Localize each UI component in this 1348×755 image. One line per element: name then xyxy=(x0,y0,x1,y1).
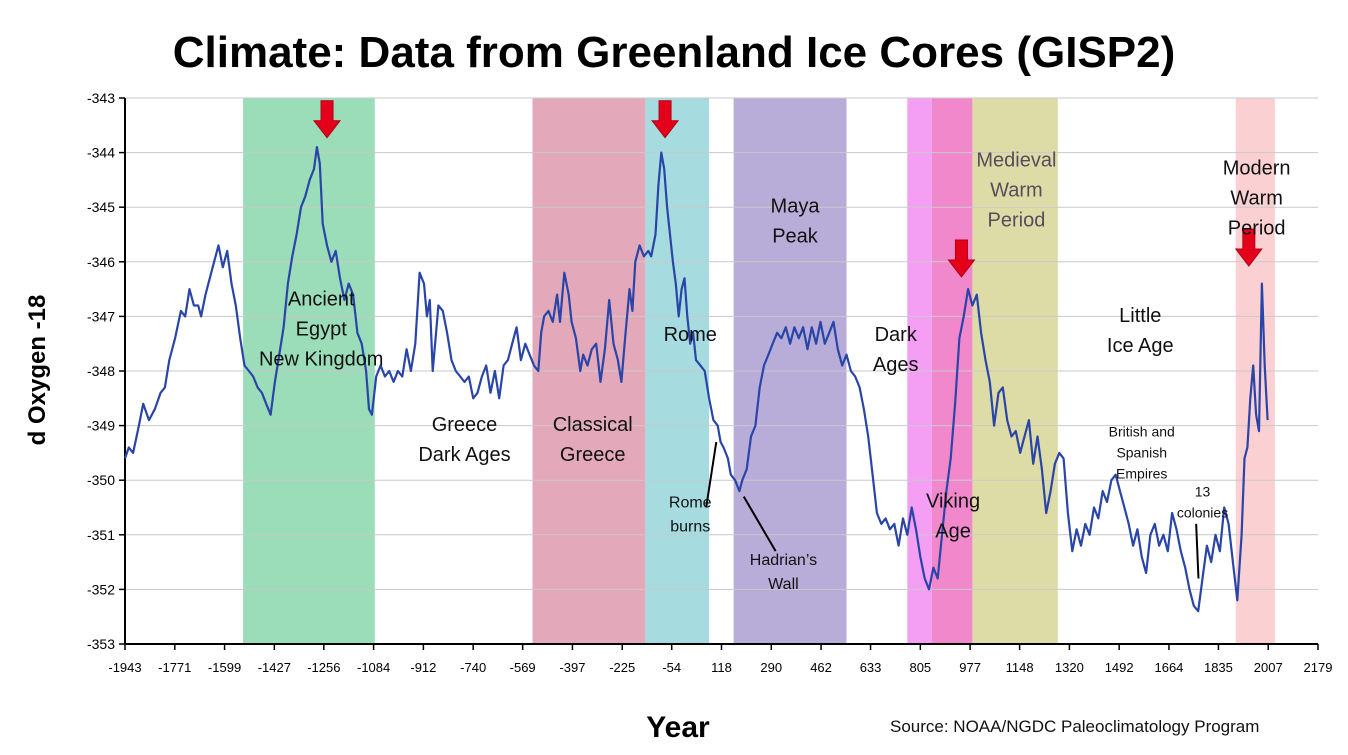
annotation-label: Spanish xyxy=(1116,445,1167,461)
x-tick-label: 1664 xyxy=(1154,660,1183,675)
x-tick-label: -912 xyxy=(410,660,436,675)
annotation-label: Warm xyxy=(990,179,1043,201)
data-series xyxy=(123,146,1269,613)
pointer-lines xyxy=(705,441,1200,579)
axes xyxy=(119,97,1319,650)
down-arrow-icon xyxy=(1234,228,1263,267)
annotation-label: Egypt xyxy=(296,318,348,340)
annotation-label: Ancient xyxy=(288,288,355,310)
x-tick-label: -1084 xyxy=(357,660,390,675)
annotation-label: Dark Ages xyxy=(418,444,510,466)
x-tick-label: 1492 xyxy=(1105,660,1134,675)
y-tick-label: -345 xyxy=(87,199,115,215)
x-tick-label: -1256 xyxy=(307,660,340,675)
y-tick-label: -346 xyxy=(87,254,115,270)
x-tick-label: -1427 xyxy=(258,660,291,675)
annotation-label: Period xyxy=(1228,217,1286,239)
source-note: Source: NOAA/NGDC Paleoclimatology Progr… xyxy=(890,717,1260,736)
x-tick-label: 977 xyxy=(959,660,981,675)
x-tick-label: 118 xyxy=(711,660,732,675)
x-tick-label: 2179 xyxy=(1304,660,1333,675)
annotation-label: Ice Age xyxy=(1107,335,1174,357)
annotation-label: Period xyxy=(988,209,1046,231)
x-tick-label: 1148 xyxy=(1006,660,1034,675)
x-tick-label: -1943 xyxy=(108,660,141,675)
x-tick-label: -225 xyxy=(609,660,635,675)
annotation-label: Medieval xyxy=(976,149,1056,171)
y-tick-labels: -343 -344 -345 -346 -347 -348 -349 -350 -351 -352… xyxy=(87,90,115,652)
x-tick-label: 2007 xyxy=(1254,660,1283,675)
annotation-label: 13 xyxy=(1195,484,1211,500)
x-tick-label: -1771 xyxy=(158,660,191,675)
peak-arrows xyxy=(313,100,1263,278)
chart-title: Climate: Data from Greenland Ice Cores (… xyxy=(172,28,1176,77)
down-arrow-icon xyxy=(651,100,680,139)
annotation-label: Dark xyxy=(875,324,918,346)
x-tick-labels: -1943 -1771 -1599 -1427 -1256 -1084 -912 -740 -5… xyxy=(108,660,1332,675)
y-tick-label: -343 xyxy=(87,90,115,106)
x-tick-label: 633 xyxy=(860,660,882,675)
x-tick-label: 805 xyxy=(909,660,931,675)
x-axis-label: Year xyxy=(646,711,710,744)
y-tick-label: -347 xyxy=(87,308,115,324)
pointer-line xyxy=(742,496,777,552)
x-tick-label: 462 xyxy=(810,660,832,675)
y-tick-label: -349 xyxy=(87,418,115,434)
y-axis-label: d Oxygen -18 xyxy=(24,295,51,446)
annotation-label: Ages xyxy=(873,354,919,376)
annotation-label: Greece xyxy=(560,444,626,466)
annotation-label: New Kingdom xyxy=(259,348,384,370)
x-tick-label: -54 xyxy=(662,660,681,675)
annotation-label: Peak xyxy=(772,226,819,248)
annotation-label: Hadrian’s xyxy=(750,552,817,569)
down-arrow-icon xyxy=(947,239,976,278)
x-tick-label: -397 xyxy=(559,660,585,675)
y-tick-label: -351 xyxy=(87,527,115,543)
series-line xyxy=(123,146,1269,613)
pointer-line xyxy=(705,441,718,508)
annotation-label: burns xyxy=(670,519,710,536)
annotation-label: Warm xyxy=(1230,187,1283,209)
x-tick-label: 1320 xyxy=(1055,660,1084,675)
x-tick-label: 290 xyxy=(760,660,782,675)
annotation-label: Maya xyxy=(771,196,821,218)
annotation-label: British and xyxy=(1109,424,1175,440)
x-tick-label: -740 xyxy=(460,660,486,675)
annotation-label: colonies xyxy=(1177,505,1228,521)
x-tick-label: -1599 xyxy=(208,660,241,675)
y-tick-label: -348 xyxy=(87,363,115,379)
annotation-label: Wall xyxy=(768,576,799,593)
pointer-line xyxy=(1195,523,1200,579)
x-tick-label: 1835 xyxy=(1204,660,1233,675)
y-tick-label: -352 xyxy=(87,581,115,597)
annotation-label: Age xyxy=(935,521,971,543)
y-tick-label: -353 xyxy=(87,636,115,652)
annotation-label: Modern xyxy=(1223,157,1291,179)
annotation-label: Rome xyxy=(664,324,717,346)
x-tick-label: -569 xyxy=(510,660,536,675)
down-arrow-icon xyxy=(313,100,342,139)
annotation-label: Little xyxy=(1119,305,1161,327)
annotations: Ancient Egypt New Kingdom Greece Dark Ages Cl… xyxy=(259,149,1291,593)
y-tick-label: -344 xyxy=(87,145,115,161)
annotation-label: Classical xyxy=(553,414,633,436)
annotation-label: Greece xyxy=(432,414,498,436)
annotation-label: Viking xyxy=(926,491,980,513)
y-tick-label: -350 xyxy=(87,472,115,488)
annotation-label: Empires xyxy=(1116,466,1167,482)
annotation-label: Rome xyxy=(669,495,712,512)
